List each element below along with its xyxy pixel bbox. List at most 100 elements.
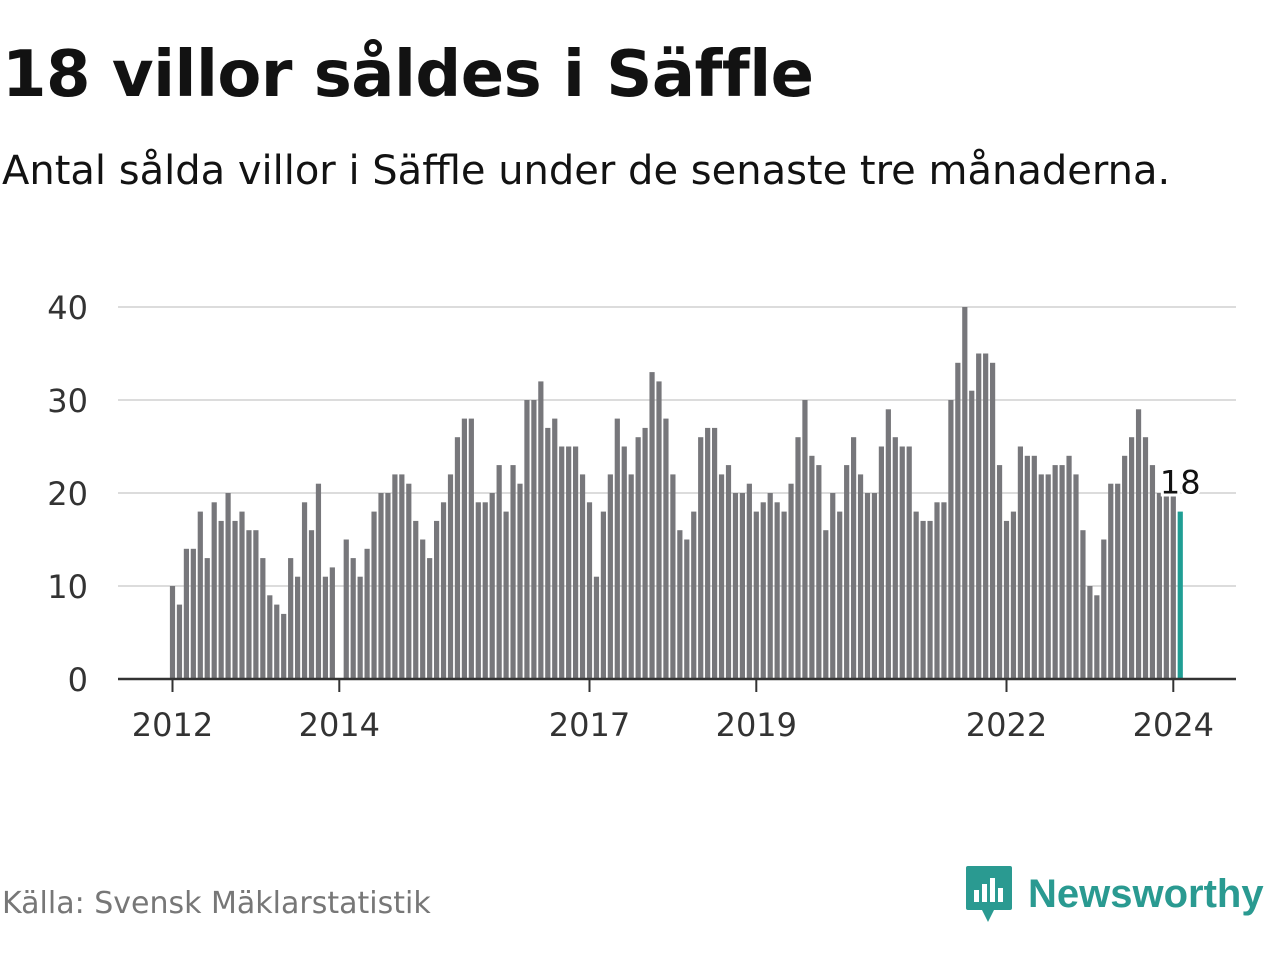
bar bbox=[955, 362, 961, 679]
x-tick-label: 2017 bbox=[549, 706, 630, 744]
bar bbox=[197, 511, 203, 679]
bar bbox=[371, 511, 377, 679]
bar bbox=[1059, 465, 1065, 679]
bar bbox=[913, 511, 919, 679]
bar bbox=[864, 493, 871, 679]
bar bbox=[176, 604, 183, 679]
bar bbox=[232, 520, 238, 679]
x-tick-label: 2024 bbox=[1133, 706, 1214, 744]
bar bbox=[851, 437, 857, 679]
bar bbox=[211, 502, 217, 679]
bar bbox=[183, 548, 189, 679]
bar bbox=[586, 502, 593, 679]
source-note: Källa: Svensk Mäklarstatistik bbox=[2, 886, 431, 921]
bar bbox=[308, 530, 315, 679]
bar bbox=[1108, 483, 1114, 679]
bar bbox=[614, 418, 620, 679]
x-tick-label: 2019 bbox=[716, 706, 797, 744]
bar bbox=[434, 520, 440, 679]
bar bbox=[364, 548, 370, 679]
bar bbox=[732, 493, 739, 679]
bar bbox=[190, 548, 196, 679]
bar bbox=[301, 502, 308, 679]
bar bbox=[934, 502, 940, 679]
bar bbox=[698, 437, 704, 679]
bar bbox=[969, 390, 975, 679]
bar bbox=[538, 381, 544, 679]
bar bbox=[691, 511, 697, 679]
bar bbox=[1010, 511, 1017, 679]
bar bbox=[1094, 595, 1100, 679]
bar bbox=[468, 418, 474, 679]
bar bbox=[406, 483, 412, 679]
bar bbox=[440, 502, 447, 679]
bar bbox=[753, 511, 759, 679]
bar bbox=[739, 493, 745, 679]
bar bbox=[857, 474, 864, 679]
bar bbox=[420, 539, 426, 679]
bar bbox=[948, 400, 954, 679]
bar-highlight bbox=[1177, 511, 1183, 679]
bar bbox=[816, 465, 822, 679]
bar bbox=[225, 493, 231, 679]
bar bbox=[809, 455, 815, 679]
bar bbox=[781, 511, 787, 679]
bar bbox=[767, 493, 773, 679]
bar bbox=[677, 530, 683, 679]
axes bbox=[118, 677, 1236, 692]
bar bbox=[454, 437, 461, 679]
bar bbox=[315, 483, 322, 679]
bar bbox=[892, 437, 898, 679]
y-tick-label: 40 bbox=[47, 289, 88, 327]
bar bbox=[990, 362, 996, 679]
bar bbox=[906, 446, 912, 679]
brand-name: Newsworthy bbox=[1028, 871, 1264, 916]
bar bbox=[566, 446, 572, 679]
bar bbox=[399, 474, 405, 679]
bar bbox=[718, 474, 725, 679]
y-tick-label: 0 bbox=[68, 661, 88, 699]
bar bbox=[941, 502, 947, 679]
bar bbox=[1031, 455, 1037, 679]
bar bbox=[552, 418, 558, 679]
brand-logo: Newsworthy bbox=[964, 864, 1264, 924]
bar bbox=[1087, 586, 1093, 679]
bar bbox=[1073, 474, 1079, 679]
bar bbox=[295, 576, 301, 679]
bar bbox=[920, 520, 926, 679]
bar bbox=[461, 418, 467, 679]
bar bbox=[927, 520, 933, 679]
bar bbox=[593, 576, 600, 679]
x-tick-label: 2014 bbox=[299, 706, 380, 744]
bar bbox=[475, 502, 481, 679]
chart-title: 18 villor såldes i Säffle bbox=[2, 38, 814, 112]
bar bbox=[823, 530, 829, 679]
bar bbox=[510, 465, 516, 679]
y-tick-label: 30 bbox=[47, 382, 88, 420]
bar bbox=[260, 558, 266, 679]
bar bbox=[600, 511, 606, 679]
x-tick-label: 2012 bbox=[132, 706, 213, 744]
bar bbox=[712, 427, 718, 679]
bar bbox=[628, 474, 634, 679]
bar bbox=[1101, 539, 1107, 679]
highlight-value-label: 18 bbox=[1160, 464, 1201, 502]
bar bbox=[169, 586, 176, 679]
y-tick-label: 20 bbox=[47, 475, 88, 513]
bar bbox=[871, 493, 878, 679]
bar bbox=[329, 567, 335, 679]
chart-subtitle: Antal sålda villor i Säffle under de sen… bbox=[2, 148, 1171, 194]
bar bbox=[774, 502, 780, 679]
bar bbox=[670, 474, 676, 679]
bar bbox=[996, 465, 1003, 679]
bar bbox=[1045, 474, 1051, 679]
bar bbox=[1122, 455, 1128, 679]
bar bbox=[281, 613, 287, 679]
bar bbox=[788, 483, 794, 679]
bar bbox=[1080, 530, 1086, 679]
bar bbox=[378, 493, 384, 679]
bar bbox=[1017, 446, 1023, 679]
bar bbox=[1163, 493, 1169, 679]
bar bbox=[579, 474, 586, 679]
